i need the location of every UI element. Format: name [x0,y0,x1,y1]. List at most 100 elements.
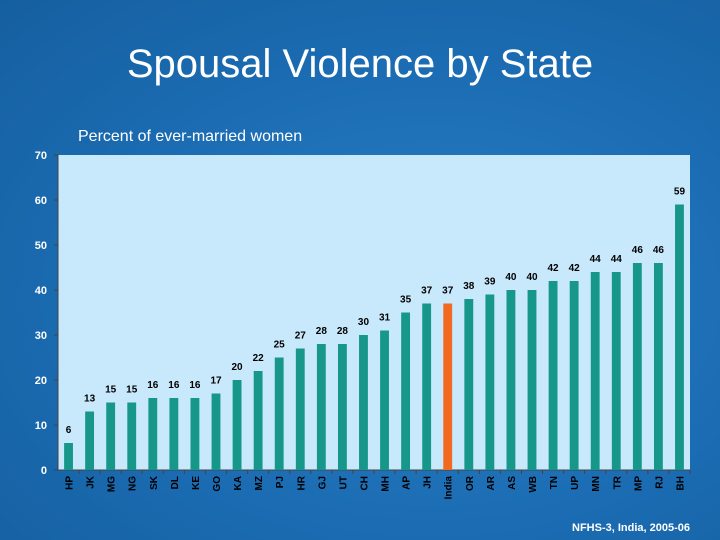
x-tick-label-hp: HP [65,476,76,490]
data-label-bh: 59 [674,187,686,198]
data-label-rj: 46 [653,245,665,256]
x-tick-label-bh: BH [675,476,686,490]
x-tick-label-jh: JH [423,476,434,489]
data-label-sk: 16 [147,380,159,391]
data-label-mp: 46 [632,245,644,256]
bar-mp [632,263,642,470]
data-label-or: 38 [463,281,475,292]
data-label-up: 42 [569,263,581,274]
x-tick-label-or: OR [465,475,476,491]
data-label-go: 17 [210,376,222,387]
bar-or [464,299,474,470]
data-label-tn: 42 [548,263,560,274]
bar-wb [527,290,537,470]
data-label-jk: 13 [84,394,96,405]
data-label-pj: 25 [274,340,286,351]
x-tick-label-mp: MP [633,476,644,491]
data-label-india: 37 [442,286,454,297]
bar-gj [316,344,326,470]
x-tick-label-dl: DL [170,476,181,489]
source-note: NFHS-3, India, 2005-06 [572,522,690,534]
x-tick-label-mn: MN [591,476,602,492]
bar-hr [295,348,305,470]
bar-pj [274,357,284,470]
bar-bh [675,204,684,470]
bar-up [569,281,579,470]
data-label-ke: 16 [189,380,201,391]
bar-go [211,393,221,470]
x-tick-label-ap: AP [402,476,413,490]
data-label-wb: 40 [526,272,538,283]
x-tick-label-ar: AR [486,475,497,490]
x-tick-label-india: India [444,476,455,500]
bar-sk [148,398,158,470]
x-tick-label-wb: WB [528,476,539,493]
x-tick-label-up: UP [570,476,581,490]
data-label-ch: 30 [358,317,370,328]
bar-dl [169,398,179,470]
x-tick-label-ke: KE [191,476,202,490]
bar-ng [127,402,137,470]
x-tick-label-pj: PJ [275,476,286,488]
x-tick-label-go: GO [212,476,223,492]
bar-jk [85,411,95,470]
bar-tn [548,281,558,470]
bar-tr [611,272,621,470]
y-tick-label: 70 [35,150,47,162]
x-tick-label-sk: SK [149,475,160,490]
bar-ch [359,335,368,470]
x-tick-label-ch: CH [359,476,370,490]
x-tick-label-rj: RJ [654,476,665,489]
chart-title: Spousal Violence by State [126,42,594,86]
y-tick-label: 30 [35,330,47,342]
data-label-as: 40 [505,272,517,283]
data-label-ka: 20 [232,362,244,373]
bar-mn [590,272,600,470]
x-tick-label-hr: HR [296,475,307,490]
data-labels: 6 13 15 15 16 16 16 17 20 22 25 27 28 28 30 31 35 37 37 38 3… [66,187,686,437]
data-label-ut: 28 [337,326,349,337]
data-label-ar: 39 [484,277,496,288]
x-tick-label-tn: TN [549,476,560,489]
bar-ka [232,380,242,470]
bar-ar [485,294,495,470]
data-label-dl: 16 [168,380,180,391]
y-tick-label: 40 [35,285,47,297]
data-label-mh: 31 [379,313,391,324]
data-label-tr: 44 [611,254,623,265]
data-label-jh: 37 [421,286,433,297]
y-tick-label: 50 [35,240,47,252]
x-tick-label-tr: TR [612,475,623,489]
plot-area [58,155,690,470]
bar-ap [401,312,411,470]
data-label-hp: 6 [66,425,72,436]
bar-hp [64,443,73,470]
bar-as [506,290,516,470]
data-label-mz: 22 [253,353,265,364]
data-label-ng: 15 [126,385,138,396]
x-tick-label-jk: JK [86,475,97,489]
y-tick-label: 60 [35,195,47,207]
chart-subtitle: Percent of ever-married women [78,128,303,145]
x-tick-label-ut: UT [338,476,349,489]
x-tick-label-gj: GJ [317,476,328,489]
y-tick-label: 20 [35,375,47,387]
x-axis: HP JK MG NG SK DL KE GO KA MZ PJ HR GJ UT CH MH AP JH Indi… [65,470,691,500]
x-tick-label-mg: MG [107,476,118,492]
x-tick-label-mz: MZ [254,476,265,490]
bar-ut [337,344,347,470]
bar-jh [422,303,432,470]
data-label-ap: 35 [400,295,412,306]
data-label-gj: 28 [316,326,328,337]
y-tick-label: 10 [35,420,47,432]
bar-mg [106,402,116,470]
bar-mz [253,371,263,470]
data-label-mg: 15 [105,385,117,396]
bar-ke [190,398,200,470]
bar-rj [653,263,663,470]
bar-mh [380,330,389,470]
data-label-mn: 44 [590,254,602,265]
x-tick-label-ng: NG [128,476,139,491]
y-tick-label: 0 [41,465,47,477]
